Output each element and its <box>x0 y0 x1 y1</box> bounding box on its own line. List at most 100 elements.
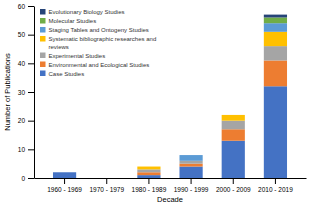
bar-segment <box>264 17 287 23</box>
bar-segment <box>53 172 76 173</box>
tick-label: 1960 - 1969 <box>47 186 82 193</box>
legend-label: Systematic bibliographic researches andr… <box>49 36 157 50</box>
legend: Evolutionary Biology Studies Molecular St… <box>40 9 156 77</box>
bar-segment <box>222 115 245 121</box>
bar-segment <box>222 114 245 115</box>
bar-segment <box>137 175 160 178</box>
tick-label: 30 <box>18 89 26 96</box>
tick: 1990 - 1999 <box>174 178 209 193</box>
bar-segment <box>137 166 160 167</box>
bar-segment <box>222 129 245 140</box>
legend-item: Systematic bibliographic researches andr… <box>40 36 156 50</box>
x-axis-title: Decade <box>157 195 183 204</box>
bar-segment <box>95 178 118 179</box>
plot: 0 10 20 30 40 50 60 1960 - 1969 1970 - 1979 1980 … <box>3 3 307 204</box>
tick-label: 1990 - 1999 <box>174 186 209 193</box>
legend-label: Evolutionary Biology Studies <box>49 9 125 15</box>
legend-swatch <box>40 27 46 33</box>
axis-line <box>34 7 35 179</box>
bar-segment <box>137 166 160 167</box>
legend-label: Case Studies <box>49 71 85 77</box>
tick-label: 2000 - 2009 <box>216 186 251 193</box>
tick-label: 10 <box>18 146 26 153</box>
tick-mark <box>106 178 107 184</box>
tick: 10 <box>18 146 34 153</box>
bar-segment <box>264 46 287 60</box>
axis-line <box>35 178 307 179</box>
tick-label: 1980 - 1989 <box>132 186 167 193</box>
bar-segment <box>179 161 202 164</box>
legend-label: Staging Tables and Ontogeny Studies <box>49 27 149 33</box>
tick: 30 <box>18 89 34 96</box>
legend-item: Molecular Studies <box>40 18 96 24</box>
bar-segment <box>95 178 118 179</box>
bar-segment <box>264 23 287 32</box>
tick-label: 1970 - 1979 <box>89 186 124 193</box>
tick: 40 <box>18 60 34 67</box>
tick-mark <box>148 178 149 184</box>
bar-segment <box>222 114 245 115</box>
tick-label: 60 <box>18 3 26 10</box>
legend-item: Experimental Studies <box>40 53 105 59</box>
legend-swatch <box>40 62 46 68</box>
legend-swatch <box>40 18 46 24</box>
bar-segment <box>137 166 160 167</box>
tick: 60 <box>18 3 34 10</box>
bar-segment <box>95 178 118 179</box>
legend-swatch <box>40 9 46 15</box>
legend-swatch <box>40 71 46 77</box>
bar-segment <box>222 141 245 178</box>
bar-segment <box>53 172 76 173</box>
bar-segment <box>137 172 160 175</box>
bar-segment <box>137 167 160 170</box>
y-axis-title: Number of Publications <box>3 53 12 131</box>
bar-segment <box>264 86 287 178</box>
bar-segment <box>95 178 118 179</box>
tick-mark <box>28 178 34 179</box>
bar-segment <box>179 155 202 156</box>
bar-segment <box>222 121 245 130</box>
tick-mark <box>28 92 34 93</box>
legend-label: Molecular Studies <box>49 18 97 24</box>
bar-segment <box>53 172 76 173</box>
tick-mark <box>191 178 192 184</box>
bar-segment <box>179 155 202 156</box>
tick-label: 0 <box>21 175 25 182</box>
bar-segment <box>264 32 287 46</box>
tick: 1980 - 1989 <box>132 178 167 193</box>
legend-swatch <box>40 53 46 59</box>
legend-swatch <box>40 36 46 42</box>
tick: 1960 - 1969 <box>47 178 82 193</box>
bar-segment <box>95 178 118 179</box>
bar-segment <box>264 15 287 18</box>
tick-mark <box>28 149 34 150</box>
tick: 20 <box>18 117 34 124</box>
y-axis: 0 10 20 30 40 50 60 <box>18 3 35 182</box>
bar-segment <box>179 164 202 167</box>
bar-segment <box>137 169 160 172</box>
tick-mark <box>275 178 276 184</box>
bar-segment <box>95 178 118 179</box>
bar-segment <box>264 60 287 86</box>
bar-segment <box>53 172 76 178</box>
bar-segment <box>179 167 202 178</box>
tick: 50 <box>18 31 34 38</box>
x-axis: 1960 - 1969 1970 - 1979 1980 - 1989 1990 - … <box>35 178 307 193</box>
tick-mark <box>233 178 234 184</box>
chart: 0 10 20 30 40 50 60 1960 - 1969 1970 - 1979 1980 … <box>0 0 312 206</box>
bar-segment <box>53 172 76 173</box>
legend-item: Staging Tables and Ontogeny Studies <box>40 27 149 33</box>
tick-label: 2010 - 2019 <box>258 186 293 193</box>
tick: 1970 - 1979 <box>89 178 124 193</box>
bar-segment <box>53 172 76 173</box>
tick-mark <box>28 63 34 64</box>
tick-mark <box>28 35 34 36</box>
legend-label: Experimental Studies <box>49 53 106 59</box>
tick: 2010 - 2019 <box>258 178 293 193</box>
tick-mark <box>28 121 34 122</box>
tick: 0 <box>21 175 34 182</box>
legend-item: Case Studies <box>40 71 84 77</box>
bar-segment <box>95 178 118 179</box>
tick-mark <box>28 6 34 7</box>
bar-segment <box>222 114 245 115</box>
